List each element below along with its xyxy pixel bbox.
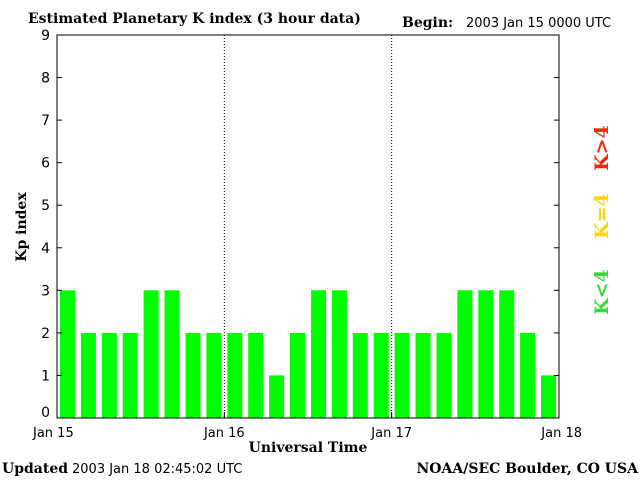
- kp-bar: [122, 332, 138, 418]
- kp-bars: [60, 290, 556, 418]
- y-tick-label: 6: [41, 156, 50, 172]
- kp-bar: [331, 290, 347, 418]
- kp-bar: [60, 290, 75, 418]
- y-tick-label: 2: [41, 326, 50, 342]
- chart-title: Estimated Planetary K index (3 hour data…: [28, 11, 361, 27]
- day-separator-lines: [223, 35, 393, 418]
- kp-bar: [80, 332, 96, 418]
- y-tick-label: 4: [41, 241, 50, 257]
- updated-label: Updated: [2, 461, 68, 477]
- kp-bar: [185, 332, 201, 418]
- kp-bar: [143, 290, 159, 418]
- x-tick-label: Jan 17: [370, 426, 412, 441]
- kp-bar: [101, 332, 117, 418]
- kp-bar: [206, 332, 222, 418]
- plot-frame: [56, 34, 560, 419]
- kp-bar: [457, 290, 473, 418]
- y-tick-label: 9: [41, 28, 50, 44]
- kp-bar: [290, 332, 305, 418]
- x-tick-label: Jan 18: [540, 426, 582, 441]
- x-tick-label: Jan 15: [32, 426, 74, 441]
- legend-equal: K=4: [591, 193, 613, 239]
- x-tick-label: Jan 16: [203, 426, 245, 441]
- y-tick-label: 5: [41, 198, 50, 214]
- begin-value: 2003 Jan 15 0000 UTC: [466, 16, 611, 31]
- x-axis-ticks: Jan 15 Jan 16 Jan 17 Jan 18: [32, 412, 582, 441]
- begin-label: Begin:: [402, 15, 453, 31]
- kp-bar: [311, 290, 326, 418]
- x-axis-label: Universal Time: [249, 440, 368, 456]
- kp-bar: [520, 332, 536, 418]
- kp-bar: [227, 332, 243, 418]
- y-axis-label: Kp index: [14, 192, 30, 262]
- source-credit: NOAA/SEC Boulder, CO USA: [417, 461, 640, 477]
- legend-high: K>4: [591, 125, 613, 171]
- y-tick-label: 1: [41, 368, 50, 384]
- kp-bar: [541, 375, 556, 418]
- kp-bar: [415, 332, 431, 418]
- y-tick-label: 8: [41, 71, 50, 87]
- kp-bar: [269, 375, 285, 418]
- kp-bar: [436, 332, 452, 418]
- y-tick-label: 7: [41, 113, 50, 129]
- kp-bar: [164, 290, 180, 418]
- kp-bar: [373, 332, 389, 418]
- kp-bar: [248, 332, 264, 418]
- updated-value: 2003 Jan 18 02:45:02 UTC: [72, 462, 242, 477]
- kp-bar: [478, 290, 494, 418]
- y-tick-label: 3: [41, 283, 50, 299]
- kp-bar: [499, 290, 515, 418]
- kp-bar: [352, 332, 368, 418]
- y-tick-label: 0: [41, 405, 50, 421]
- legend-low: K<4: [591, 269, 613, 315]
- kp-bar: [394, 332, 410, 418]
